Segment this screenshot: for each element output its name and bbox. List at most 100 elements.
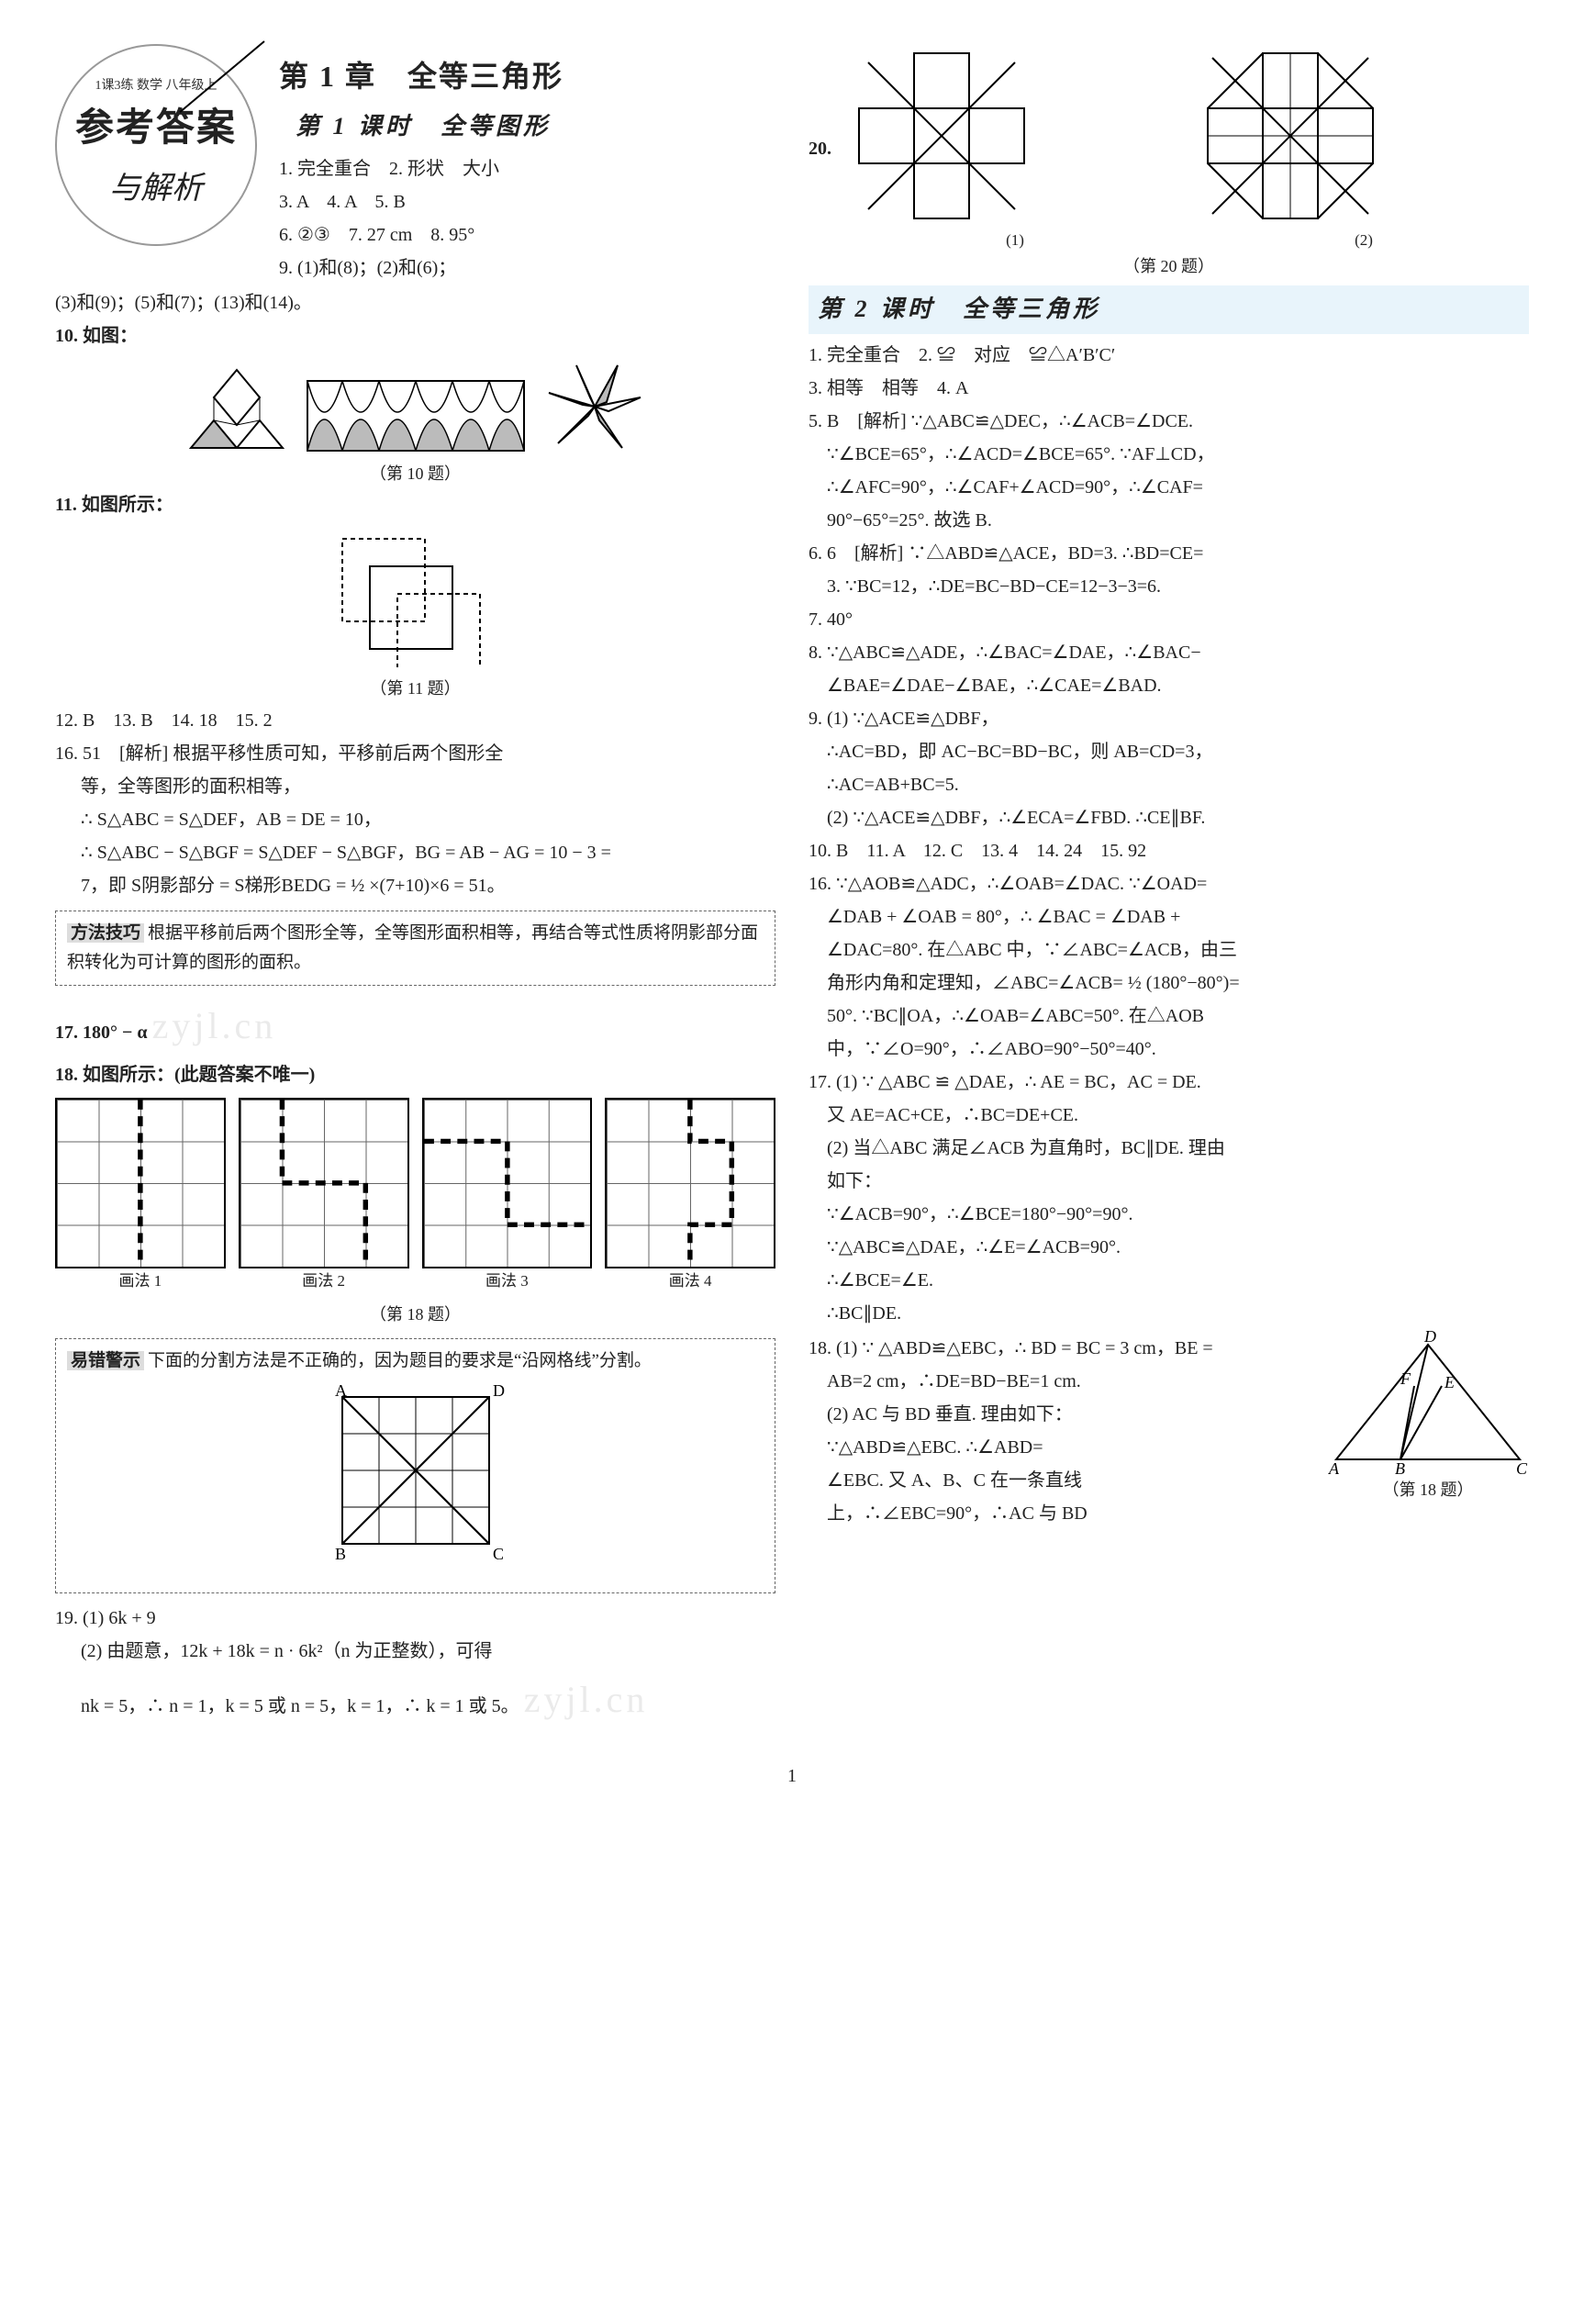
grid-method-4 <box>605 1098 775 1268</box>
r-18e: ∠EBC. 又 A、B、C 在一条直线 <box>809 1465 1316 1496</box>
grid-method-3 <box>422 1098 593 1268</box>
chapter-title: 第 1 章 全等三角形 <box>279 51 775 101</box>
r-8a: 8. ∵△ABC≌△ADE，∴∠BAC=∠DAE，∴∠BAC− <box>809 637 1529 668</box>
svg-text:E: E <box>1444 1373 1455 1391</box>
r-18d: ∵△ABD≌△EBC. ∴∠ABD= <box>809 1432 1316 1463</box>
svg-text:F: F <box>1400 1369 1411 1388</box>
grid-label-2: 画法 2 <box>239 1268 409 1295</box>
answer-9-cont: (3)和(9)；(5)和(7)；(13)和(14)。 <box>55 287 775 318</box>
answer-17: 17. 180° − α zyjl.cn <box>55 995 775 1057</box>
fig20-2-label: (2) <box>1199 228 1529 254</box>
r-17d: 如下： <box>809 1166 1529 1197</box>
r-16b: ∠DAB + ∠OAB = 80°，∴ ∠BAC = ∠DAB + <box>809 901 1529 933</box>
r-16c: ∠DAC=80°. 在△ABC 中，∵∠ABC=∠ACB，由三 <box>809 934 1529 966</box>
svg-text:A: A <box>335 1383 347 1400</box>
fig-r18-triangle: A B C D E F <box>1327 1331 1529 1478</box>
answer-key-logo: 1课3练 数学 八年级上 参考答案 与解析 <box>55 44 257 246</box>
r-7: 7. 40° <box>809 604 1529 635</box>
q16-line-a: 16. 51 [解析] 根据平移性质可知，平移前后两个图形全 <box>55 738 775 769</box>
watermark-1: zyjl.cn <box>152 1005 277 1046</box>
right-column: 20. (1) <box>809 44 1529 1733</box>
lesson-1-title: 第 1 课时 全等图形 <box>296 106 775 147</box>
watermark-2: zyjl.cn <box>524 1679 649 1720</box>
r-answers-10-15: 10. B 11. A 12. C 13. 4 14. 24 15. 92 <box>809 835 1529 866</box>
tip-label-method: 方法技巧 <box>67 923 144 943</box>
r-17c: (2) 当△ABC 满足∠ACB 为直角时，BC∥DE. 理由 <box>809 1133 1529 1164</box>
q20-label: 20. <box>809 133 831 164</box>
svg-text:D: D <box>493 1383 505 1400</box>
r-18b: AB=2 cm，∴DE=BD−BE=1 cm. <box>809 1366 1316 1397</box>
figure-10 <box>55 361 775 453</box>
answers-3-5: 3. A 4. A 5. B <box>279 186 775 218</box>
grid-label-3: 画法 3 <box>422 1268 593 1295</box>
r-17h: ∴BC∥DE. <box>809 1298 1529 1329</box>
q18-text: 18. 如图所示：(此题答案不唯一) <box>55 1059 775 1090</box>
r-17f: ∵△ABC≌△DAE，∴∠E=∠ACB=90°. <box>809 1232 1529 1263</box>
fig10-caption: （第 10 题） <box>55 460 775 488</box>
svg-text:B: B <box>1395 1459 1405 1478</box>
r-9d: (2) ∵△ACE≌△DBF，∴∠ECA=∠FBD. ∴CE∥BF. <box>809 802 1529 833</box>
answers-1-2: 1. 完全重合 2. 形状 大小 <box>279 153 775 184</box>
lesson-2-title: 第 2 课时 全等三角形 <box>818 296 1100 322</box>
wrong-split-figure: A D B C <box>324 1383 508 1576</box>
fig10-shape-1 <box>186 361 287 453</box>
svg-text:B: B <box>335 1545 346 1563</box>
r-18c: (2) AC 与 BD 垂直. 理由如下： <box>809 1399 1316 1430</box>
grid-method-2 <box>239 1098 409 1268</box>
answer-9: 9. (1)和(8)；(2)和(6)； <box>279 252 775 284</box>
q16-line-c: ∴ S△ABC = S△DEF，AB = DE = 10， <box>55 804 775 835</box>
r-9b: ∴AC=BD，即 AC−BC=BD−BC，则 AB=CD=3， <box>809 736 1529 767</box>
lesson-2-bar: 第 2 课时 全等三角形 <box>809 285 1529 333</box>
q19-a: 19. (1) 6k + 9 <box>55 1603 775 1634</box>
r-9c: ∴AC=AB+BC=5. <box>809 769 1529 800</box>
grid-method-1 <box>55 1098 226 1268</box>
figure-11 <box>55 530 775 667</box>
grid-label-1: 画法 1 <box>55 1268 226 1295</box>
fig11-squares <box>333 530 498 667</box>
logo-title: 参考答案 <box>75 96 237 162</box>
fig18-caption: （第 18 题） <box>55 1301 775 1329</box>
grid-label-4: 画法 4 <box>605 1268 775 1295</box>
tip-method-text: 根据平移前后两个图形全等，全等图形面积相等，再结合等式性质将阴影部分面积转化为可… <box>67 923 758 972</box>
answers-12-15: 12. B 13. B 14. 18 15. 2 <box>55 705 775 736</box>
tip-error-text: 下面的分割方法是不正确的，因为题目的要求是“沿网格线”分割。 <box>148 1351 652 1370</box>
r-17b: 又 AE=AC+CE，∴BC=DE+CE. <box>809 1100 1529 1131</box>
r-answers-3-4: 3. 相等 相等 4. A <box>809 373 1529 404</box>
r-5c: ∴∠AFC=90°，∴∠CAF+∠ACD=90°，∴∠CAF= <box>809 472 1529 503</box>
fig10-shape-3 <box>544 361 645 453</box>
r-17e: ∵∠ACB=90°，∴∠BCE=180°−90°=90°. <box>809 1199 1529 1230</box>
fig20-1-label: (1) <box>850 228 1180 254</box>
page-number: 1 <box>55 1760 1529 1792</box>
fig-r18-caption: （第 18 题） <box>1327 1476 1529 1504</box>
fig20-caption: （第 20 题） <box>809 252 1529 281</box>
svg-text:D: D <box>1423 1331 1436 1346</box>
q19-b: (2) 由题意，12k + 18k = n · 6k²（n 为正整数），可得 <box>55 1636 775 1667</box>
r-17a: 17. (1) ∵ △ABC ≌ △DAE，∴ AE = BC，AC = DE. <box>809 1067 1529 1098</box>
fig10-shape-2 <box>306 379 526 453</box>
r-16f: 中，∵∠O=90°，∴∠ABO=90°−50°=40°. <box>809 1034 1529 1065</box>
r-18f: 上，∴∠EBC=90°，∴AC 与 BD <box>809 1498 1316 1529</box>
left-column: 1课3练 数学 八年级上 参考答案 与解析 第 1 章 全等三角形 第 1 课时… <box>55 44 775 1733</box>
r-9a: 9. (1) ∵△ACE≌△DBF， <box>809 703 1529 734</box>
figure-18-grids: 画法 1 画法 2 画法 3 画法 4 <box>55 1098 775 1295</box>
q16-line-d: ∴ S△ABC − S△BGF = S△DEF − S△BGF，BG = AB … <box>55 837 775 868</box>
svg-text:A: A <box>1328 1459 1340 1478</box>
q10-text: 10. 如图： <box>55 320 775 352</box>
logo-subtitle: 1课3练 数学 八年级上 <box>95 75 218 97</box>
r-16d: 角形内角和定理知，∠ABC=∠ACB= ½ (180°−80°)= <box>809 967 1529 999</box>
logo-analysis: 与解析 <box>109 162 203 216</box>
q19-c: nk = 5，∴ n = 1，k = 5 或 n = 5，k = 1，∴ k =… <box>55 1669 775 1731</box>
fig20-1 <box>850 44 1033 228</box>
q11-text: 11. 如图所示： <box>55 489 775 520</box>
r-5a: 5. B [解析] ∵△ABC≌△DEC，∴∠ACB=∠DCE. <box>809 406 1529 437</box>
q16-line-e: 7，即 S阴影部分 = S梯形BEDG = ½ ×(7+10)×6 = 51。 <box>55 870 775 901</box>
r-5d: 90°−65°=25°. 故选 B. <box>809 505 1529 536</box>
r-8b: ∠BAE=∠DAE−∠BAE，∴∠CAE=∠BAD. <box>809 670 1529 701</box>
r-6b: 3. ∵BC=12，∴DE=BC−BD−CE=12−3−3=6. <box>809 571 1529 602</box>
r-16a: 16. ∵△AOB≌△ADC，∴∠OAB=∠DAC. ∵∠OAD= <box>809 868 1529 899</box>
answers-6-8: 6. ②③ 7. 27 cm 8. 95° <box>279 219 775 251</box>
header-row: 1课3练 数学 八年级上 参考答案 与解析 第 1 章 全等三角形 第 1 课时… <box>55 44 775 285</box>
q16-line-b: 等，全等图形的面积相等， <box>55 771 775 802</box>
r-17g: ∴∠BCE=∠E. <box>809 1265 1529 1296</box>
fig20-2 <box>1199 44 1382 228</box>
